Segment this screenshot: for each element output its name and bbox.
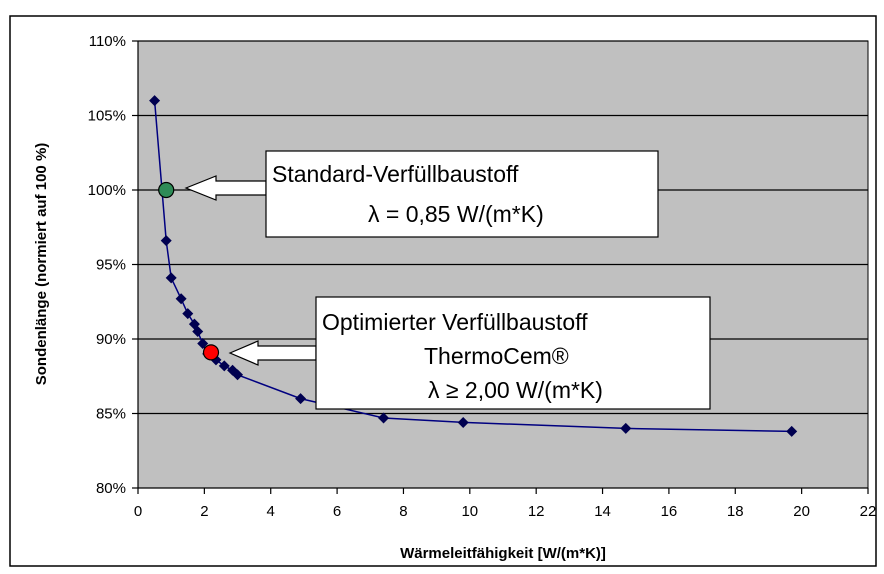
- x-tick-label: 18: [727, 503, 744, 520]
- data-point: [295, 393, 307, 405]
- y-tick-label: 95%: [96, 257, 126, 274]
- data-point: [786, 425, 798, 437]
- x-tick-label: 6: [333, 503, 341, 520]
- data-point: [182, 308, 194, 320]
- data-point: [378, 412, 390, 424]
- highlight-point: [202, 344, 220, 361]
- y-axis: 80% 85% 90% 95% 100% 105% 110%: [88, 33, 139, 497]
- data-point: [620, 422, 632, 434]
- x-tick-label: 20: [793, 503, 810, 520]
- x-tick-label: 8: [399, 503, 407, 520]
- y-tick-label: 90%: [96, 331, 126, 348]
- x-tick-label: 4: [267, 503, 275, 520]
- y-tick-label: 105%: [88, 108, 126, 125]
- y-tick-label: 80%: [96, 480, 126, 497]
- data-point: [160, 235, 172, 247]
- x-axis-title: Wärmeleitfähigkeit [W/(m*K)]: [400, 545, 606, 562]
- data-point: [175, 293, 187, 305]
- x-axis: 0 2 4 6 8 10 12 14 16 18 20 22: [134, 487, 877, 520]
- y-tick-label: 100%: [88, 182, 126, 199]
- y-tick-label: 110%: [89, 33, 126, 50]
- y-tick-label: 85%: [96, 406, 126, 423]
- data-point: [192, 326, 204, 338]
- highlight-point: [158, 181, 175, 199]
- x-tick-label: 22: [860, 503, 877, 520]
- data-point: [149, 95, 161, 107]
- x-tick-label: 14: [594, 503, 611, 520]
- data-point: [232, 369, 244, 381]
- callout-standard-line-2: λ = 0,85 W/(m*K): [368, 201, 544, 227]
- series-markers: [149, 95, 798, 437]
- x-tick-label: 0: [134, 503, 142, 520]
- callout-optimized-line-1: Optimierter Verfüllbaustoff: [322, 309, 588, 335]
- x-tick-label: 2: [200, 503, 208, 520]
- data-point: [457, 416, 469, 428]
- callout-standard-box: [265, 150, 659, 238]
- x-tick-label: 16: [661, 503, 678, 520]
- callout-optimized-line-2: ThermoCem®: [424, 343, 569, 369]
- highlight-points: [158, 181, 220, 361]
- data-point: [165, 272, 177, 284]
- callout-standard-line-1: Standard-Verfüllbaustoff: [272, 161, 519, 187]
- data-point: [197, 337, 209, 349]
- y-axis-title: Sondenlänge (normiert auf 100 %): [33, 143, 50, 386]
- x-tick-label: 12: [528, 503, 545, 520]
- data-point: [218, 360, 230, 372]
- x-tick-label: 10: [461, 503, 478, 520]
- callout-optimized-line-3: λ ≥ 2,00 W/(m*K): [428, 377, 603, 403]
- callout-optimized-box: [315, 296, 711, 410]
